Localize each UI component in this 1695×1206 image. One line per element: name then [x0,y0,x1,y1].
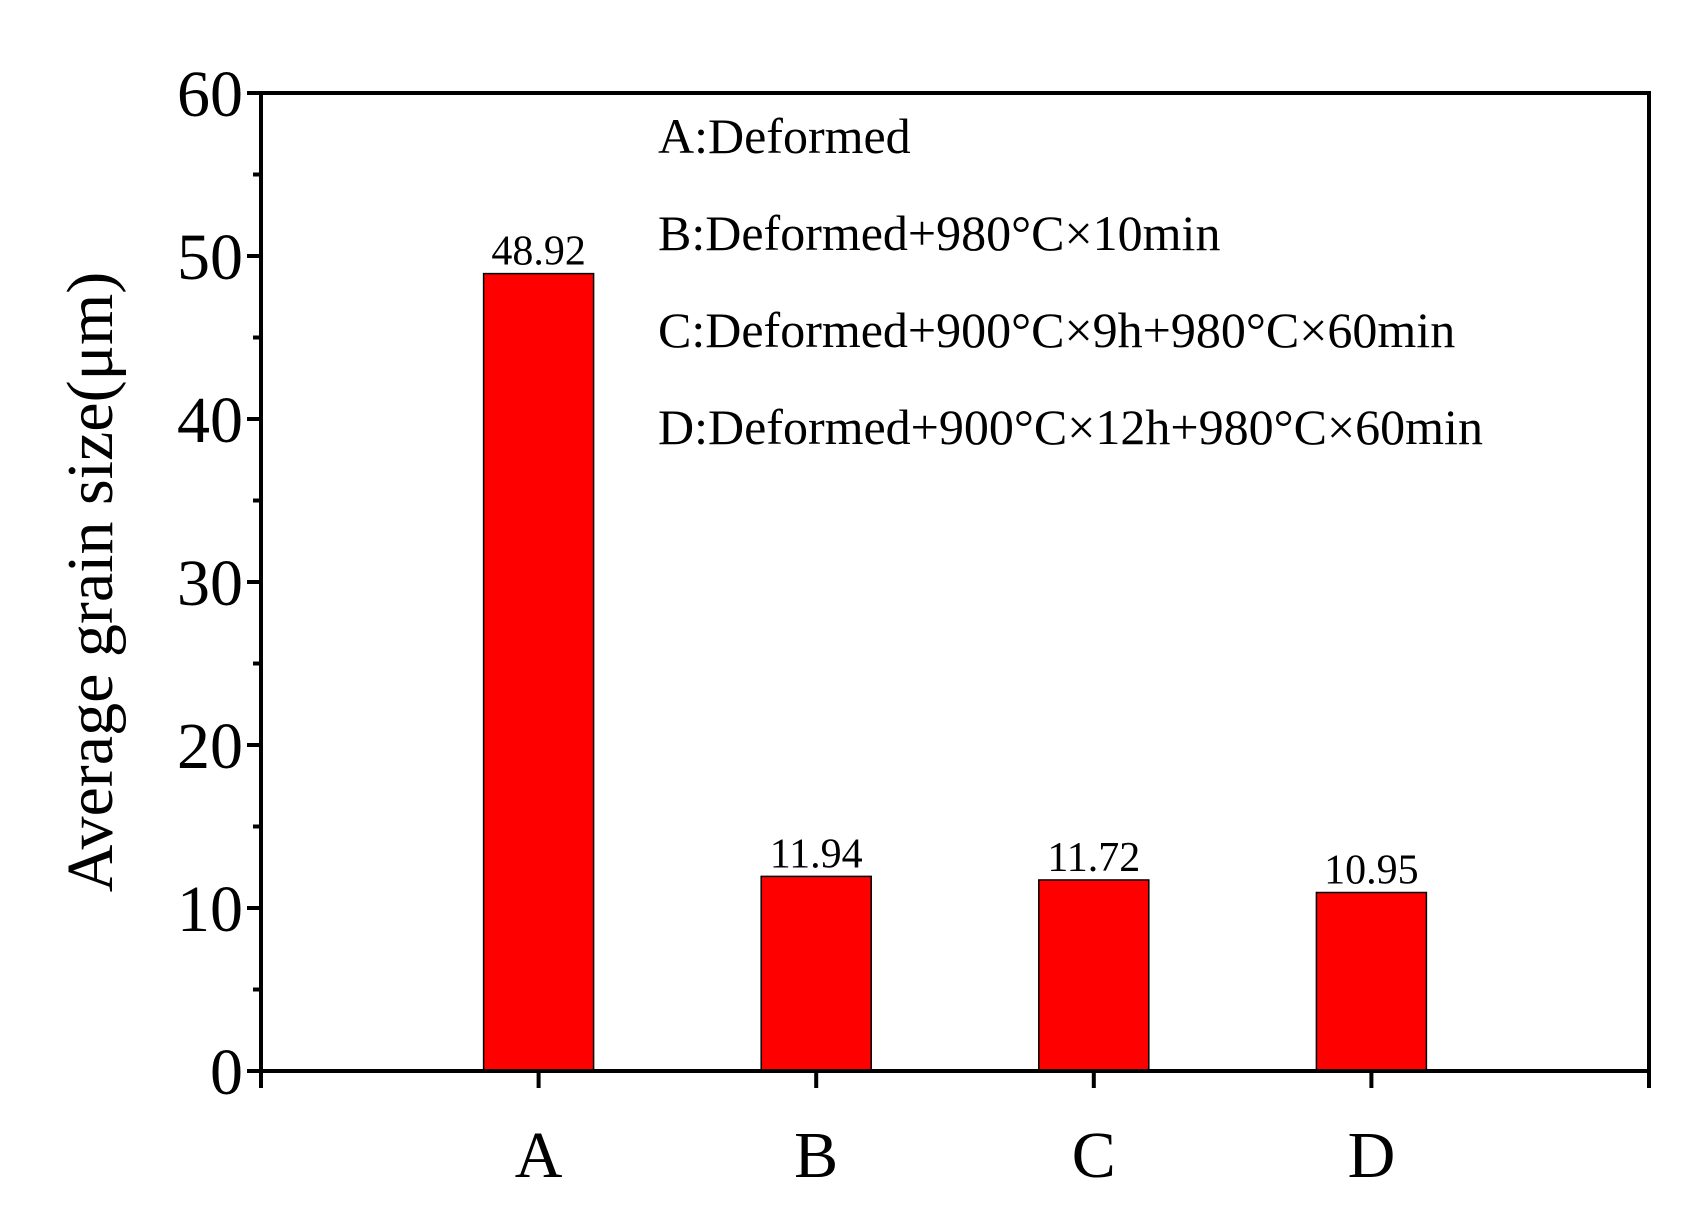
bar-b [760,875,872,1072]
legend-annotations: A:Deformed B:Deformed+980°C×10min C:Deform… [658,108,1483,455]
y-tick-label: 60 [177,58,243,131]
data-label-c: 11.72 [1047,835,1140,881]
y-tick-label: 30 [177,547,243,620]
data-label-b: 11.94 [770,831,863,877]
y-tick-label: 20 [177,710,243,783]
bar-d [1315,891,1428,1072]
y-tick-label: 0 [210,1036,243,1109]
bar-c [1038,879,1150,1072]
data-label-d: 10.95 [1324,848,1419,894]
y-tick-label: 10 [177,873,243,946]
data-labels: 48.92 11.94 11.72 10.95 [491,229,1418,894]
legend-entry-a: A:Deformed [658,108,911,164]
x-tick-label-c: C [1072,1119,1116,1192]
legend-entry-d: D:Deformed+900°C×12h+980°C×60min [658,399,1483,455]
bar-a [482,272,595,1072]
x-tick-label-b: B [794,1119,838,1192]
y-tick-label: 50 [177,221,243,294]
x-axis: A B C D [259,1071,1651,1192]
x-tick-label-a: A [515,1119,563,1192]
y-tick-label: 40 [177,384,243,457]
legend-entry-b: B:Deformed+980°C×10min [658,205,1220,261]
legend-entry-c: C:Deformed+900°C×9h+980°C×60min [658,302,1455,358]
y-axis-label: Average grain size(μm) [54,272,127,893]
bars [482,272,1428,1072]
data-label-a: 48.92 [491,229,586,275]
x-tick-label-d: D [1348,1119,1396,1192]
y-axis: 0 10 20 30 40 50 60 [177,58,261,1109]
